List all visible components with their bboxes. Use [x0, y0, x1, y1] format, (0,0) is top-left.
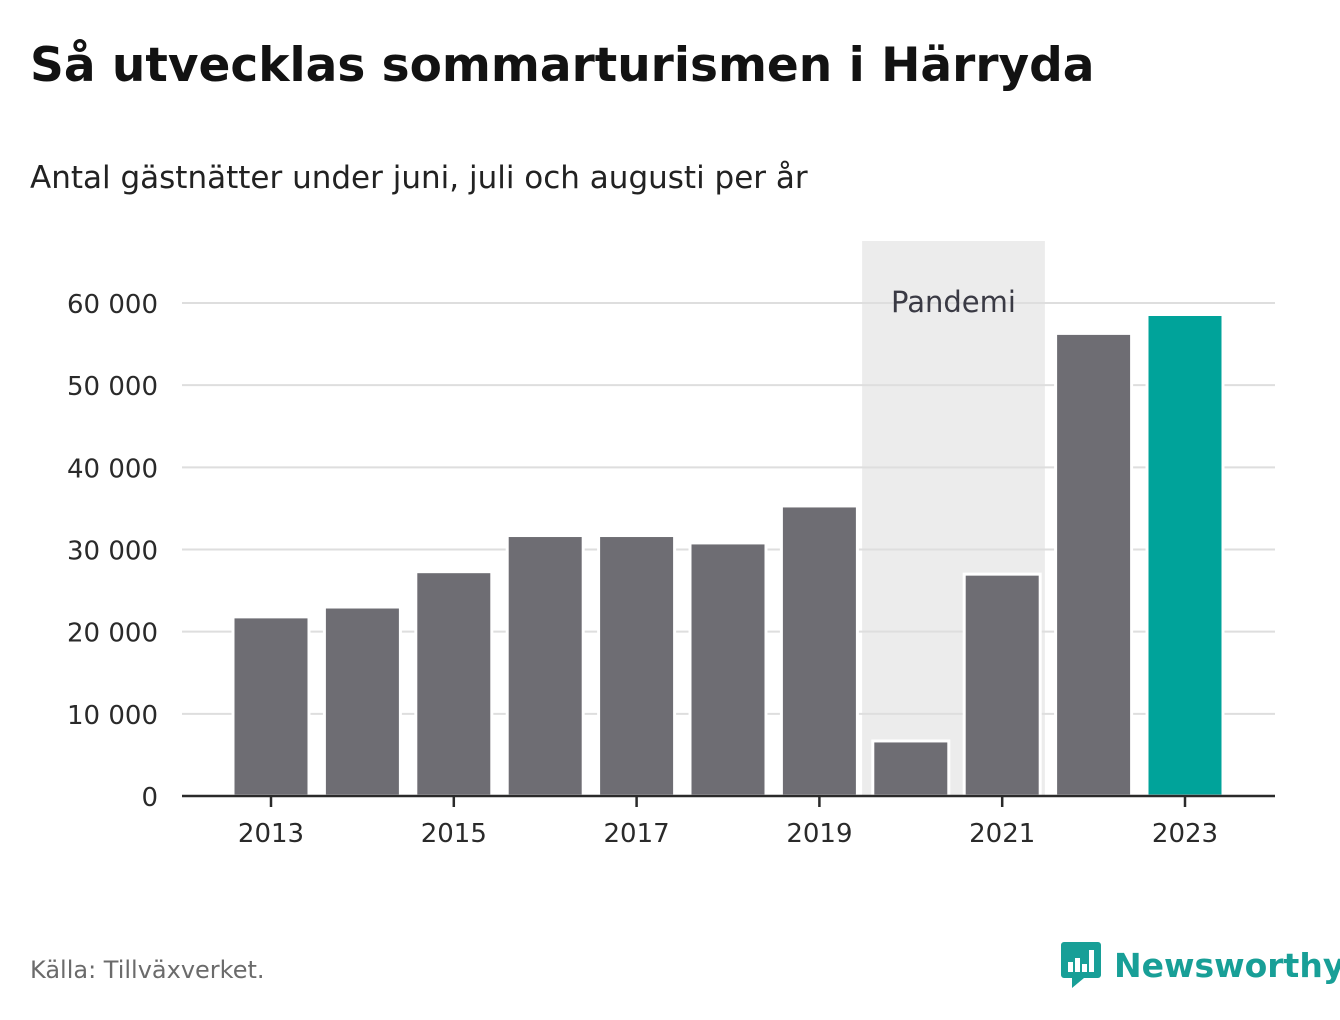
bar	[322, 605, 402, 798]
x-tick-label: 2023	[1152, 819, 1218, 849]
brand-logo[interactable]: Newsworthy	[1060, 940, 1340, 990]
pandemic-label: Pandemi	[891, 285, 1016, 319]
y-tick-label: 20 000	[67, 619, 158, 649]
y-tick-label: 0	[141, 783, 158, 813]
brand-name: Newsworthy	[1114, 945, 1340, 985]
x-tick-label: 2013	[238, 819, 304, 849]
bar	[779, 504, 859, 798]
bar	[871, 739, 951, 798]
x-tick-label: 2021	[969, 819, 1035, 849]
chart-title: Så utvecklas sommarturismen i Härryda	[30, 38, 1095, 93]
bar	[231, 615, 311, 798]
newsworthy-logo-icon	[1061, 942, 1101, 988]
bar	[1054, 331, 1134, 798]
bar	[597, 534, 677, 798]
bar	[414, 570, 494, 798]
bar-chart: Pandemi 0 10 000 20 000 30 000 40 000 50 000 60…	[67, 241, 1275, 849]
x-tick-label: 2017	[604, 819, 670, 849]
y-tick-label: 10 000	[67, 701, 158, 731]
bar	[962, 572, 1042, 798]
chart-subtitle: Antal gästnätter under juni, juli och au…	[30, 160, 808, 196]
y-tick-label: 40 000	[67, 454, 158, 484]
y-tick-label: 30 000	[67, 537, 158, 567]
x-tick-label: 2019	[786, 819, 852, 849]
y-tick-label: 60 000	[67, 290, 158, 320]
source-note: Källa: Tillväxverket.	[30, 956, 265, 984]
bar	[688, 541, 768, 798]
y-tick-label: 50 000	[67, 372, 158, 402]
bar	[1145, 313, 1225, 798]
bar	[505, 534, 585, 798]
x-tick-label: 2015	[421, 819, 487, 849]
